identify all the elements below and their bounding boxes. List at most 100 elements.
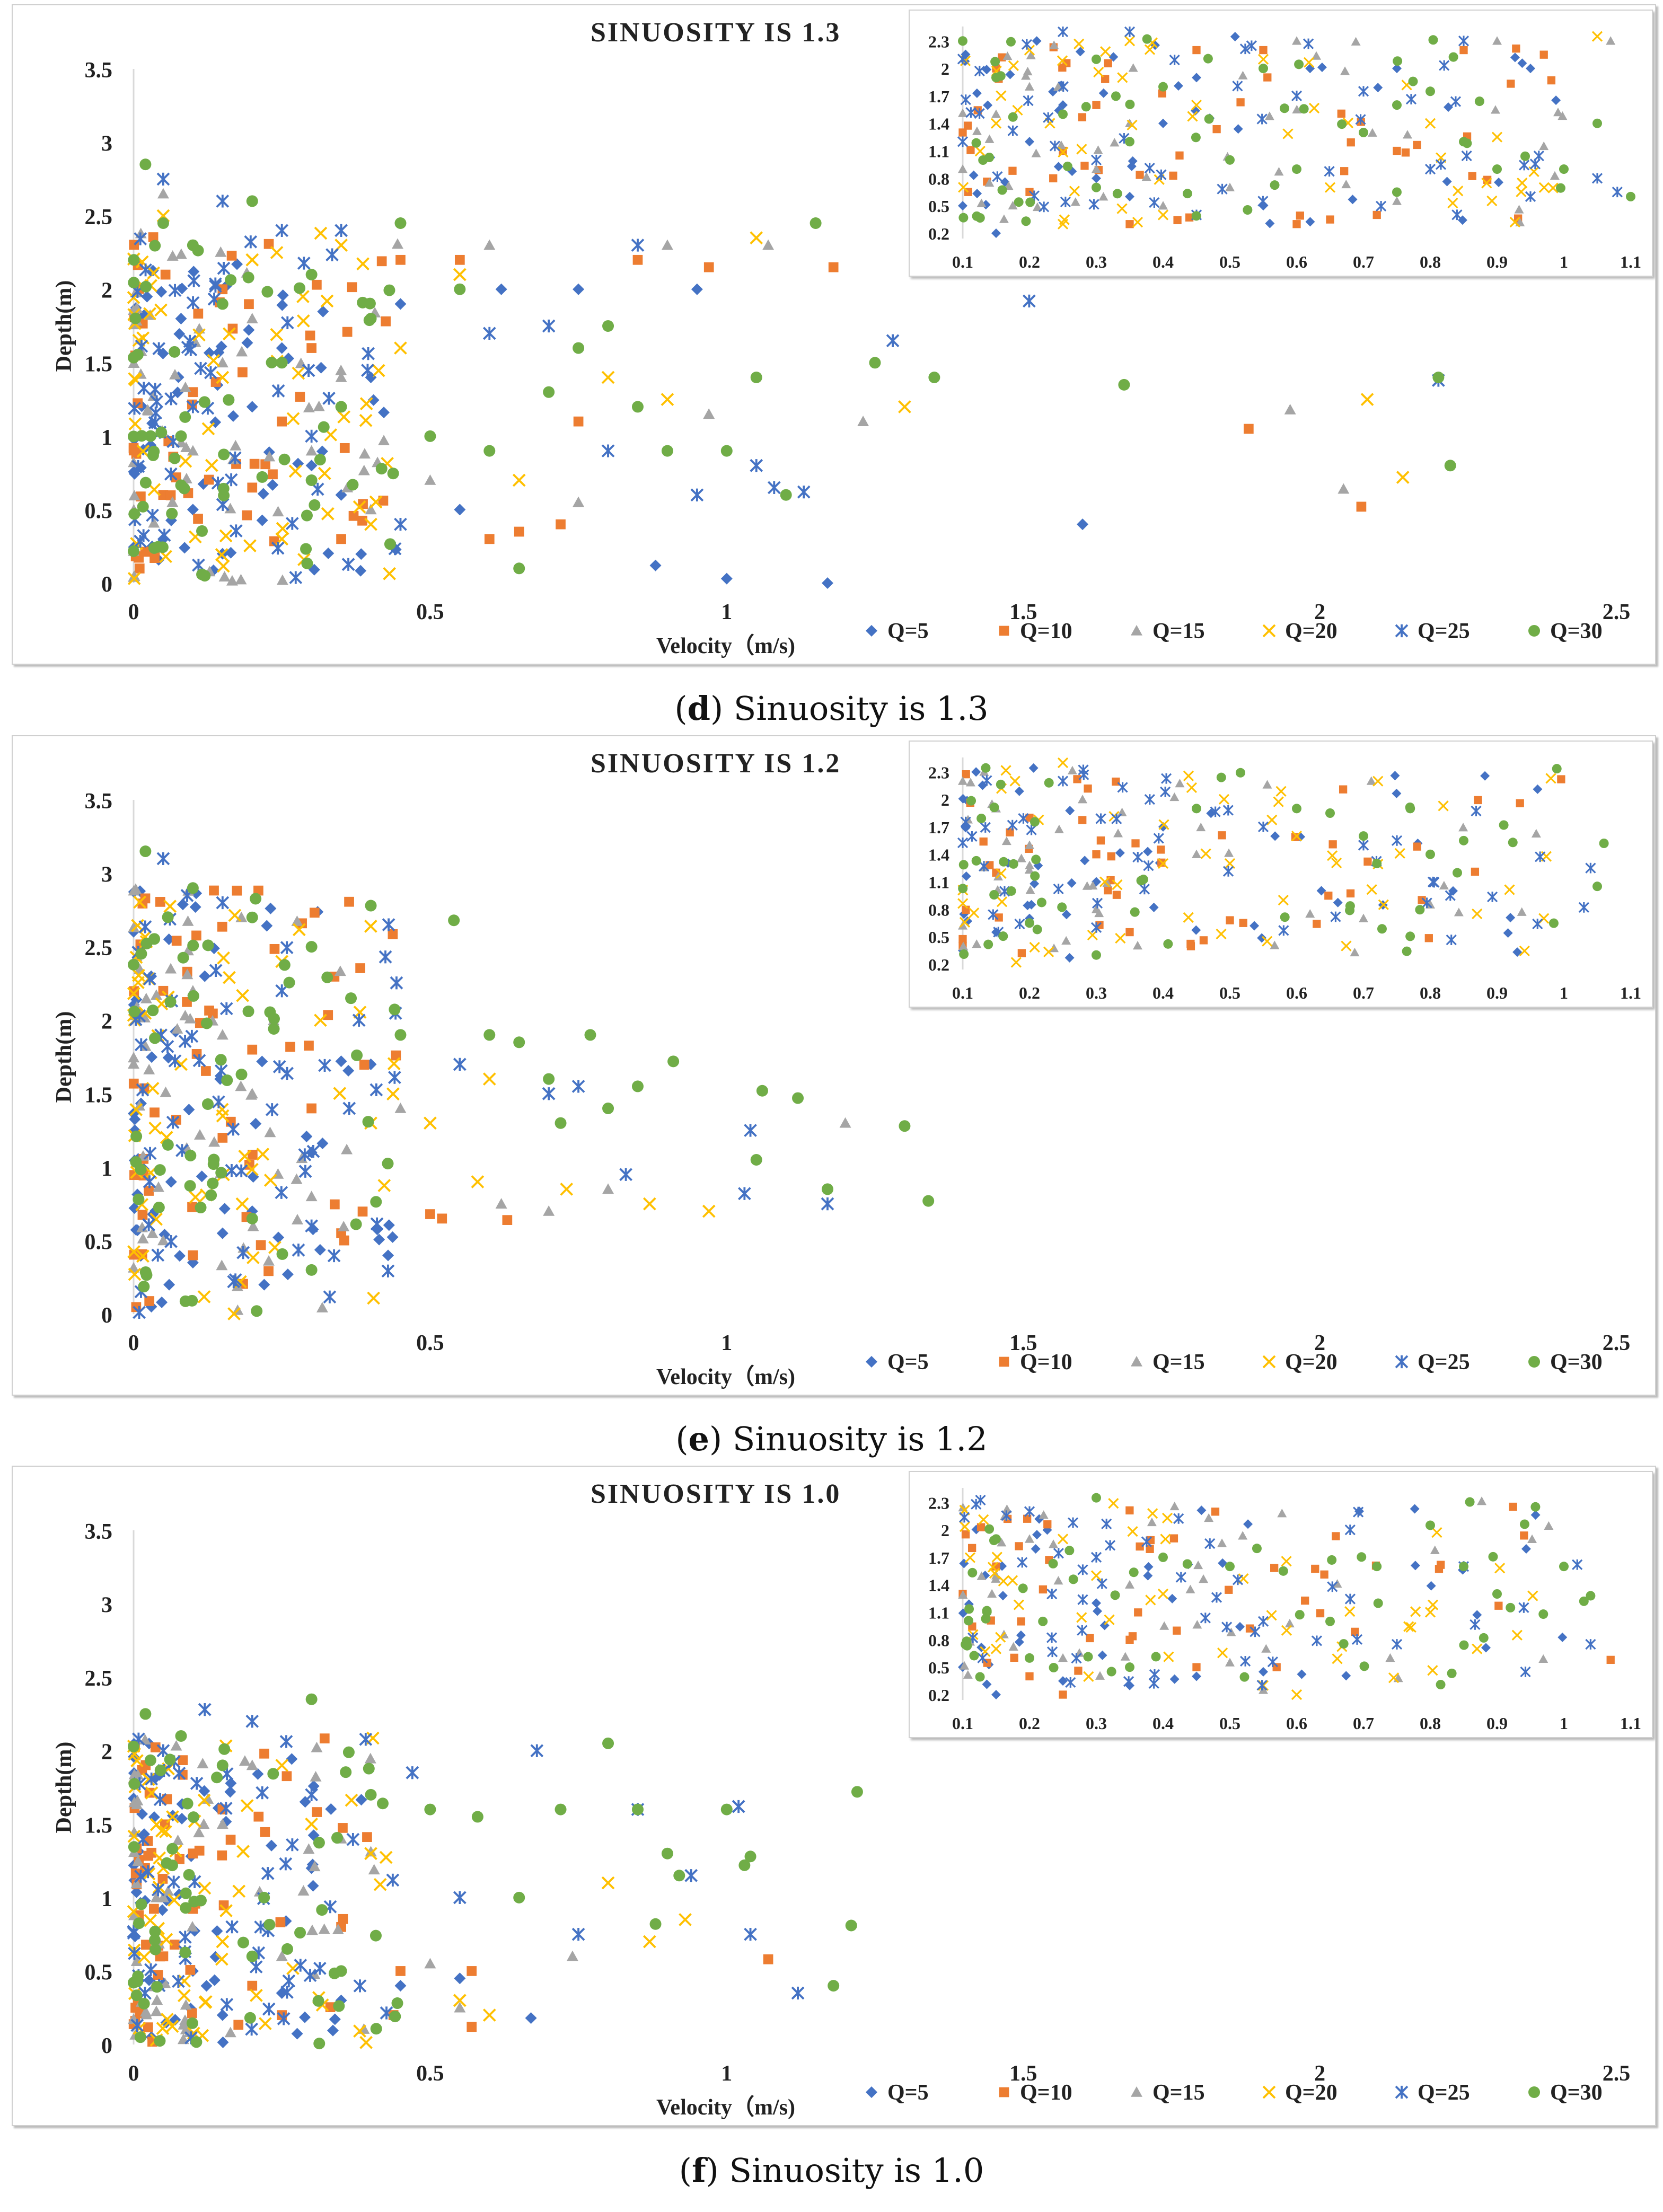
inset-data-point — [1472, 908, 1483, 920]
data-point — [364, 517, 377, 531]
inset-y-tick-label: 1.1 — [928, 142, 949, 161]
data-point — [302, 364, 315, 377]
data-point — [821, 1183, 833, 1195]
inset-data-point — [1016, 1630, 1026, 1640]
inset-data-point — [983, 939, 993, 949]
data-point — [260, 1827, 270, 1837]
inset-data-point — [971, 856, 981, 866]
inset-data-point — [1192, 1620, 1202, 1629]
inset-data-point — [1525, 191, 1536, 202]
data-point — [316, 1138, 329, 1150]
data-point — [394, 517, 407, 531]
data-point — [139, 845, 152, 857]
caption-d: (d) Sinuosity is 1.3 — [674, 689, 989, 728]
inset-data-point — [1270, 180, 1280, 190]
inset-data-point — [1494, 178, 1504, 188]
inset-data-point — [1459, 835, 1468, 845]
inset-x-tick-label: 0.8 — [1420, 252, 1441, 271]
inset-data-point — [1203, 54, 1213, 64]
inset-data-point — [962, 770, 970, 779]
data-point — [217, 482, 230, 495]
inset-data-point — [1544, 1521, 1554, 1530]
inset-data-point — [1344, 1593, 1356, 1605]
inset-data-point — [1117, 782, 1128, 793]
inset-y-tick-label: 0.8 — [928, 900, 949, 919]
data-point — [851, 1786, 863, 1798]
inset-data-point — [1074, 38, 1085, 50]
inset-data-point — [1108, 1497, 1119, 1509]
data-point — [357, 1206, 368, 1217]
inset-data-point — [1320, 1570, 1328, 1579]
data-point — [128, 1006, 140, 1018]
data-point — [425, 1209, 435, 1219]
inset-data-point — [1452, 868, 1462, 878]
data-point — [513, 562, 525, 575]
inset-data-point — [1538, 182, 1550, 193]
legend-label: Q=30 — [1550, 2081, 1603, 2105]
data-point — [195, 1894, 207, 1907]
data-point — [256, 471, 268, 483]
inset-data-point — [1021, 71, 1031, 80]
inset-data-point — [1112, 189, 1122, 199]
inset-x-tick-label: 0.7 — [1353, 252, 1374, 271]
legend-label: Q=15 — [1152, 1350, 1205, 1374]
data-point — [178, 482, 190, 495]
data-point — [149, 1934, 161, 1946]
data-point — [188, 387, 198, 398]
inset-data-point — [1134, 1608, 1142, 1617]
data-point — [345, 1793, 358, 1807]
inset-data-point — [1062, 59, 1071, 67]
inset-data-point — [1078, 816, 1087, 824]
data-point — [471, 1811, 483, 1823]
inset-data-point — [1210, 806, 1221, 817]
data-point — [155, 897, 165, 907]
inset-data-point — [1014, 786, 1024, 796]
data-point — [134, 1870, 147, 1883]
inset-data-point — [1086, 1634, 1094, 1643]
data-point — [217, 2036, 229, 2048]
inset-data-point — [1447, 197, 1458, 209]
data-point — [318, 1059, 331, 1072]
inset-data-point — [1032, 924, 1042, 935]
inset-data-point — [1192, 46, 1201, 55]
inset-data-point — [1080, 856, 1090, 866]
data-point — [183, 1104, 195, 1116]
data-point — [573, 342, 585, 354]
inset-data-point — [1098, 88, 1108, 98]
inset-data-point — [1057, 26, 1069, 38]
data-point — [165, 963, 177, 974]
inset-data-point — [1092, 850, 1101, 859]
inset-data-point — [1317, 63, 1327, 73]
y-tick-label: 3 — [101, 863, 112, 887]
inset-data-point — [984, 152, 995, 162]
data-point — [151, 1981, 163, 1993]
inset-data-point — [1192, 804, 1201, 814]
inset-data-point — [1217, 183, 1228, 195]
inset-data-point — [1111, 813, 1122, 824]
inset-data-point — [1070, 197, 1080, 206]
data-point — [179, 1295, 191, 1307]
legend-label: Q=25 — [1418, 619, 1470, 644]
data-point — [162, 1139, 174, 1151]
inset-data-point — [1297, 1669, 1307, 1679]
inset-data-point — [1160, 1534, 1171, 1545]
inset-data-point — [1129, 1567, 1139, 1578]
inset-data-point — [990, 1643, 1002, 1654]
data-point — [383, 284, 395, 296]
data-point — [318, 421, 330, 433]
data-point — [187, 882, 199, 894]
data-point — [391, 1997, 403, 2010]
inset-data-point — [1143, 847, 1153, 857]
inset-data-point — [1008, 1642, 1018, 1651]
inset-data-point — [1139, 884, 1150, 895]
data-point — [149, 1212, 163, 1226]
inset-data-point — [1010, 1653, 1018, 1662]
inset-data-point — [1029, 941, 1040, 953]
data-point — [245, 253, 259, 267]
data-point — [262, 2002, 276, 2016]
y-tick-label: 1.5 — [85, 352, 113, 376]
inset-data-point — [1470, 1619, 1481, 1630]
inset-data-point — [1512, 947, 1523, 957]
inset-data-point — [1092, 1598, 1101, 1608]
data-point — [130, 1989, 143, 2002]
